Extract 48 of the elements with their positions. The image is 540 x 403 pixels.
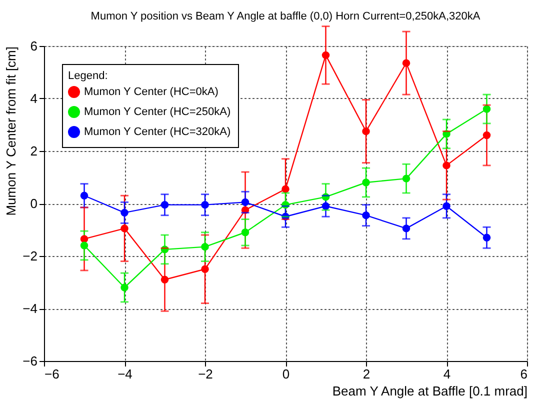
point (362, 178, 370, 186)
y-tick-label: −2 (22, 248, 38, 264)
point (80, 242, 88, 250)
point (362, 127, 370, 136)
point (442, 162, 450, 170)
point (402, 174, 410, 182)
x-tick-label: 4 (443, 366, 451, 382)
point (160, 276, 169, 284)
y-tick-label: 6 (30, 38, 38, 54)
y-tick-label: −6 (22, 354, 38, 368)
point (322, 51, 330, 60)
x-tick-label: 2 (362, 366, 370, 382)
legend-title: Legend: (68, 70, 108, 82)
legend-label: Mumon Y Center (HC=250kA) (84, 106, 231, 118)
point (201, 265, 209, 273)
point (482, 105, 491, 113)
legend-label: Mumon Y Center (HC=320kA) (84, 126, 231, 138)
point (402, 59, 410, 67)
y-tick-label: 4 (30, 91, 38, 106)
y-tick-label: 2 (30, 144, 38, 158)
x-tick-label: 6 (520, 366, 528, 382)
point (442, 202, 450, 210)
y-tick-label: −4 (22, 301, 38, 316)
x-tick-label: −4 (118, 366, 132, 382)
point (120, 224, 128, 232)
point (160, 200, 169, 209)
x-tick-label: −6 (44, 366, 60, 382)
point (80, 235, 88, 243)
point (482, 234, 491, 242)
y-axis-title: Mumon Y Center from fit [cm] (4, 46, 19, 216)
point (80, 192, 88, 200)
x-tick-label: −2 (198, 366, 213, 382)
point (201, 200, 209, 209)
x-tick-label: 0 (282, 366, 290, 382)
point (120, 284, 128, 292)
point (241, 198, 250, 206)
y-tick-label: 0 (30, 196, 38, 211)
point (241, 228, 250, 236)
point (201, 242, 209, 251)
x-axis-title: Beam Y Angle at Baffle [0.1 mrad] (332, 384, 528, 398)
legend-label: Mumon Y Center (HC=0kA) (84, 86, 218, 98)
point (402, 224, 410, 232)
point (282, 185, 290, 193)
point (120, 208, 128, 217)
point (362, 211, 370, 220)
point (482, 131, 491, 140)
chart-title: Mumon Y position vs Beam Y Angle at baffle (0,0) Horn Current=0,250kA,320kA (90, 10, 481, 23)
point (322, 202, 330, 210)
